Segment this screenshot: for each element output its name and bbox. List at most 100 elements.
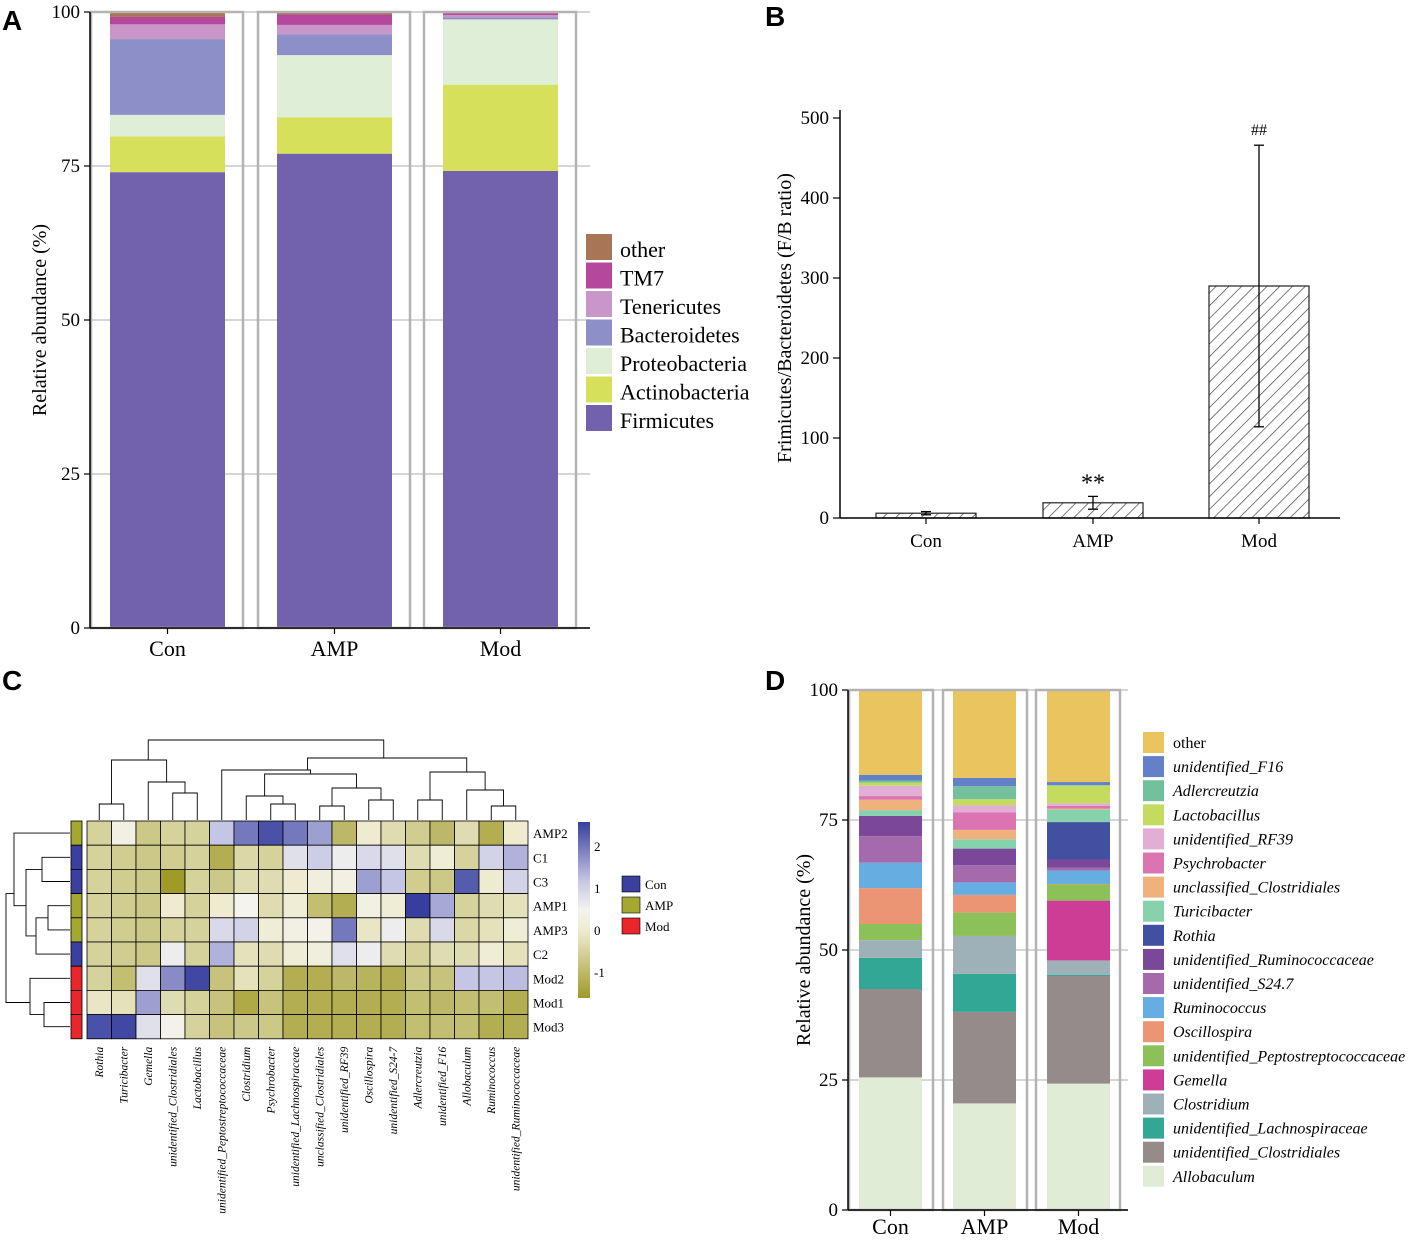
heatmap-row-label-mod3: Mod3 [533,1020,564,1035]
heatmap-cell-c2-unidentified-lachnospiraceae [282,941,308,967]
heatmap-cell-mod1-unidentified-rf39 [331,990,357,1016]
x-tick-label-amp: AMP [311,636,359,661]
bar-unidentified-s24-7-con [859,836,922,863]
heatmap-col-label-adlercreutzia: Adlercreutzia [413,1047,425,1110]
heatmap-col-label-turicibacter: Turicibacter [119,1046,131,1103]
heatmap-cell-c2-unidentified-clostridiales [160,941,186,967]
panel-label-a: A [2,5,22,36]
bar-other-con [859,690,922,775]
bar-psychrobacter-amp [953,812,1016,830]
heatmap-cell-amp2-unidentified-s24-7 [380,820,406,846]
legend-label-amp: AMP [645,898,673,913]
bar-oscillospira-con [859,888,922,924]
y-tick-label: 50 [61,310,80,331]
row-group-bar-c2 [70,941,83,967]
heatmap-cell-mod2-psychrobacter [258,965,284,991]
legend-label-con: Con [645,877,667,892]
panel-label-b: B [765,1,785,32]
bar-other-mod [1047,690,1110,783]
heatmap-cell-mod3-clostridium [233,1014,259,1040]
legend-label-unidentified-peptostreptococcaceae: unidentified_Peptostreptococcaceae [1173,1048,1405,1065]
bar-proteobacteria-con [110,114,225,137]
heatmap-cell-amp3-clostridium [233,917,259,943]
bar-unidentified-ruminococcaceae-mod [1047,859,1110,868]
heatmap-cell-c1-gemella [135,844,161,870]
heatmap-cell-amp1-rothia [86,893,112,919]
heatmap-cell-mod2-adlercreutzia [405,965,431,991]
heatmap-cell-c1-unidentified-lachnospiraceae [282,844,308,870]
row-group-bar-mod2 [70,965,83,991]
heatmap-cell-mod3-unidentified-ruminococcaceae [503,1014,529,1040]
heatmap-col-label-clostridium: Clostridium [241,1047,253,1102]
x-tick-label-con: Con [872,1214,909,1239]
heatmap-row-label-mod1: Mod1 [533,996,564,1011]
y-tick-label: 75 [61,156,80,177]
heatmap-cell-amp2-rothia [86,820,112,846]
heatmap-cell-c2-lactobacillus [184,941,210,967]
heatmap-cell-c3-ruminococcus [478,869,504,895]
legend-label-unidentified-lachnospiraceae: unidentified_Lachnospiraceae [1173,1121,1368,1138]
heatmap-cell-amp1-lactobacillus [184,893,210,919]
heatmap-col-label-ruminococcus: Ruminococcus [486,1046,498,1115]
heatmap-cell-c2-adlercreutzia [405,941,431,967]
heatmap-cell-c3-clostridium [233,869,259,895]
heatmap-cell-mod3-unidentified-rf39 [331,1014,357,1040]
heatmap-cell-c3-rothia [86,869,112,895]
heatmap-cell-c1-unidentified-ruminococcaceae [503,844,529,870]
heatmap-cell-amp3-unidentified-s24-7 [380,917,406,943]
heatmap-cell-amp1-adlercreutzia [405,893,431,919]
bar-ruminococcus-mod [1047,870,1110,884]
heatmap-cell-amp3-turicibacter [111,917,137,943]
heatmap-cell-amp2-unidentified-rf39 [331,820,357,846]
heatmap-cell-amp1-allobaculum [454,893,480,919]
row-group-bar-mod3 [70,1014,83,1040]
heatmap-cell-amp2-oscillospira [356,820,382,846]
heatmap-cell-mod3-gemella [135,1014,161,1040]
heatmap-cell-amp2-unidentified-lachnospiraceae [282,820,308,846]
y-tick-label: 100 [52,2,81,23]
heatmap-cell-c2-unidentified-f16 [429,941,455,967]
bar-lactobacillus-mod [1047,785,1110,804]
legend-label-turicibacter: Turicibacter [1173,904,1253,921]
bar-unidentified-f16-con [859,774,922,781]
panel-b-chart: 0 100 200 300 400 500 Con AMP ** Mod ## Frimicutes/… [774,108,1340,552]
legend-swatch-rothia [1143,924,1164,946]
panel-d-chart: 0 25 50 75 100 Con AMP Mod Relative abundance (%… [793,680,1405,1239]
legend-swatch-unidentified-lachnospiraceae [1143,1117,1164,1139]
heatmap-cell-mod2-unidentified-rf39 [331,965,357,991]
heatmap-cell-mod2-unidentified-f16 [429,965,455,991]
bar-bacteroidetes-con [110,39,225,115]
heatmap-cell-amp1-oscillospira [356,893,382,919]
heatmap-cell-c3-turicibacter [111,869,137,895]
bar-unclassified-clostridiales-mod [1047,808,1110,810]
bar-unidentified-lachnospiraceae-amp [953,973,1016,1012]
heatmap-cell-c3-unidentified-lachnospiraceae [282,869,308,895]
heatmap-cell-mod1-ruminococcus [478,990,504,1016]
heatmap-cell-mod1-unidentified-f16 [429,990,455,1016]
legend-swatch-psychrobacter [1143,852,1164,874]
heatmap-cell-c2-unidentified-peptostreptococcaceae [209,941,235,967]
heatmap-col-label-gemella: Gemella [143,1047,155,1086]
x-tick-label-con: Con [910,531,942,552]
heatmap-cell-c2-gemella [135,941,161,967]
heatmap-row-label-c1: C1 [533,850,548,865]
x-tick-label-mod: Mod [480,636,522,661]
heatmap-cell-c1-unidentified-clostridiales [160,844,186,870]
heatmap-cell-c1-unidentified-peptostreptococcaceae [209,844,235,870]
bar-unidentified-rf39-con [859,785,922,797]
heatmap-cell-amp3-unidentified-lachnospiraceae [282,917,308,943]
heatmap-cell-mod2-lactobacillus [184,965,210,991]
heatmap-cell-mod2-unidentified-s24-7 [380,965,406,991]
heatmap-cell-amp3-ruminococcus [478,917,504,943]
legend-swatch-unidentified-rf39 [1143,828,1164,850]
y-tick-label: 50 [819,940,838,961]
legend-label-other: other [1173,735,1207,752]
heatmap-cell-amp3-unidentified-f16 [429,917,455,943]
y-tick-label: 75 [819,810,838,831]
bar-unidentified-ruminococcaceae-con [859,815,922,837]
heatmap-cell-amp3-unidentified-peptostreptococcaceae [209,917,235,943]
heatmap-cell-c2-unidentified-ruminococcaceae [503,941,529,967]
heatmap-cell-amp3-unidentified-rf39 [331,917,357,943]
bar-lactobacillus-con [859,782,922,786]
